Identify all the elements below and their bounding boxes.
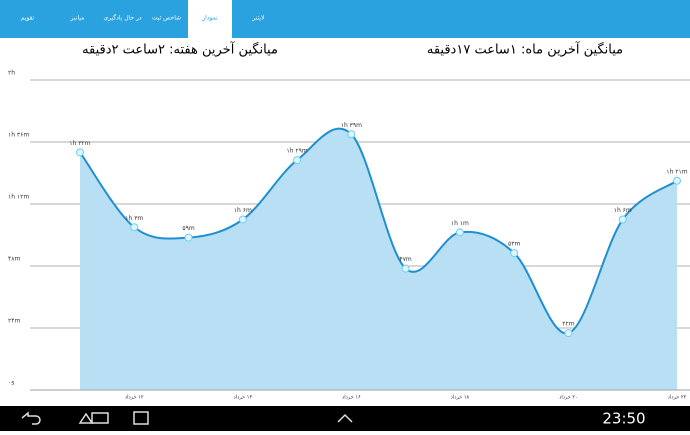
point [455, 228, 464, 237]
back-button[interactable] [21, 411, 41, 425]
point [673, 176, 681, 185]
tab[interactable]: در حال یادگیری [103, 14, 141, 22]
value-label: ۱h ۳m [125, 215, 143, 222]
clock: 23:50 [602, 410, 645, 428]
area [80, 128, 677, 391]
y-tick-label: ۱h ۳۶m [8, 132, 29, 139]
x-tick-label: ۱۸ خرداد [451, 395, 470, 401]
value-label: ۱h ۳۲m [69, 140, 90, 147]
point [510, 249, 519, 258]
point [184, 233, 193, 242]
month-average: میانگین آخرین ماه: ۱ساعت ۱۷دقیقه [427, 41, 623, 58]
tab[interactable]: نمودار [201, 15, 218, 22]
value-label: ۴۷m [399, 256, 411, 263]
tab-bar [0, 0, 690, 38]
tab[interactable]: شاخص ثبت [152, 15, 181, 22]
menu-button[interactable] [337, 413, 353, 423]
value-label: ۵۳m [508, 241, 520, 248]
y-tick-label: ۲۴m [8, 318, 20, 325]
tab[interactable]: لایتنر [251, 15, 264, 22]
value-label: ۵۹m [182, 225, 194, 232]
value-label: ۱h ۶m [614, 207, 632, 214]
y-tick-label: ۲h [8, 70, 15, 77]
value-label: ۱h ۲۱m [666, 168, 687, 175]
nav-bar [0, 406, 690, 431]
week-average: میانگین آخرین هفته: ۲ساعت ۲دقیقه [82, 41, 278, 58]
x-tick-label: ۲۲ خرداد [668, 395, 687, 401]
point [564, 329, 573, 338]
home-button[interactable] [78, 412, 94, 424]
recent-button[interactable] [91, 412, 109, 424]
screenshot-button[interactable] [133, 411, 149, 425]
tab[interactable]: تقویم [21, 15, 35, 22]
value-label: ۱h ۲۹m [286, 148, 307, 155]
selected-tab [188, 0, 232, 38]
value-label: ۱h ۱m [451, 220, 469, 227]
point [618, 215, 627, 224]
point [238, 215, 247, 224]
x-tick-label: ۲۰ خرداد [559, 395, 578, 401]
value-label: ۱h ۳۹m [341, 122, 362, 129]
y-tick-label: ۴۸m [8, 256, 20, 263]
point [347, 130, 356, 139]
value-label: ۱h ۶m [234, 207, 252, 214]
x-tick-label: ۱۴ خرداد [233, 395, 252, 401]
y-tick-label: ۰s [8, 380, 14, 387]
tab[interactable]: میانبر [70, 15, 85, 22]
point [76, 148, 84, 157]
x-tick-label: ۱۶ خرداد [342, 395, 361, 401]
point [401, 264, 410, 273]
value-label: ۲۲m [562, 321, 574, 328]
point [130, 223, 139, 232]
x-tick-label: ۱۲ خرداد [125, 395, 144, 401]
point [293, 156, 302, 165]
y-tick-label: ۱h ۱۲m [8, 194, 29, 201]
